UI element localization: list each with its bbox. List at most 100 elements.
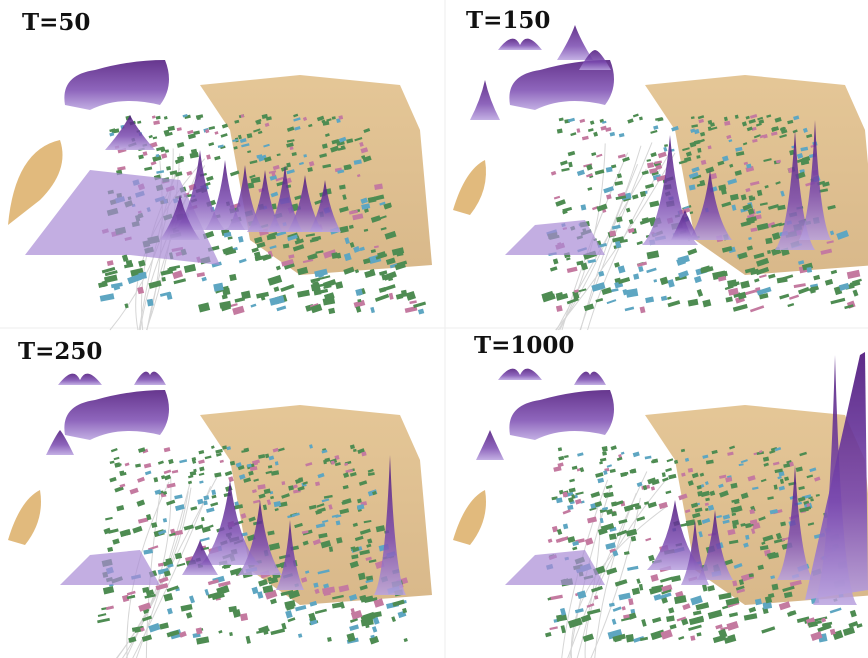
building bbox=[624, 505, 634, 512]
building bbox=[168, 126, 175, 131]
building bbox=[613, 606, 622, 611]
building bbox=[682, 603, 690, 610]
building bbox=[624, 551, 630, 555]
building bbox=[128, 636, 136, 643]
building bbox=[595, 298, 603, 303]
building bbox=[593, 132, 598, 137]
building bbox=[225, 471, 233, 477]
building bbox=[633, 273, 639, 279]
building bbox=[163, 518, 167, 523]
building bbox=[603, 186, 614, 193]
building bbox=[660, 277, 669, 286]
building bbox=[830, 298, 845, 305]
surface-purple bbox=[505, 550, 605, 585]
building bbox=[364, 270, 375, 278]
building bbox=[136, 500, 145, 507]
building bbox=[370, 307, 375, 313]
building bbox=[708, 610, 723, 620]
building bbox=[105, 517, 113, 521]
building bbox=[652, 617, 661, 623]
building bbox=[186, 171, 192, 176]
building bbox=[688, 299, 699, 307]
building bbox=[577, 170, 585, 176]
building bbox=[611, 445, 617, 450]
building bbox=[596, 154, 602, 158]
building bbox=[258, 579, 268, 587]
building bbox=[580, 467, 585, 472]
building bbox=[570, 132, 576, 136]
building bbox=[667, 300, 680, 307]
building bbox=[125, 462, 130, 466]
building bbox=[577, 452, 584, 456]
building bbox=[662, 472, 666, 477]
building bbox=[274, 286, 280, 292]
building bbox=[667, 279, 674, 288]
building bbox=[200, 537, 210, 542]
building bbox=[564, 455, 569, 458]
building bbox=[671, 575, 681, 582]
surface-peak bbox=[557, 25, 593, 60]
building bbox=[180, 604, 192, 612]
building bbox=[660, 577, 672, 583]
building bbox=[562, 492, 568, 498]
building bbox=[581, 614, 592, 622]
building bbox=[248, 182, 255, 188]
building bbox=[391, 616, 396, 622]
panel bbox=[8, 372, 432, 658]
building bbox=[661, 296, 667, 301]
building bbox=[627, 566, 638, 571]
surface-purple bbox=[509, 390, 614, 440]
building bbox=[575, 499, 582, 505]
building bbox=[659, 502, 668, 509]
building bbox=[220, 460, 224, 463]
building bbox=[298, 633, 302, 638]
building bbox=[668, 474, 676, 479]
building bbox=[162, 277, 166, 282]
building bbox=[606, 167, 613, 173]
building bbox=[563, 509, 571, 514]
building bbox=[639, 116, 643, 120]
building bbox=[584, 303, 595, 311]
building bbox=[228, 476, 234, 482]
building bbox=[626, 634, 634, 642]
building bbox=[740, 280, 750, 288]
building bbox=[550, 266, 558, 271]
building bbox=[199, 473, 205, 476]
building bbox=[658, 152, 667, 159]
building bbox=[702, 584, 708, 591]
building bbox=[211, 495, 216, 499]
building bbox=[132, 526, 142, 534]
building bbox=[193, 130, 200, 135]
building bbox=[847, 270, 861, 279]
building bbox=[211, 489, 216, 495]
building bbox=[568, 162, 573, 168]
building bbox=[587, 187, 592, 191]
building bbox=[107, 547, 113, 552]
building bbox=[230, 170, 239, 176]
building bbox=[144, 463, 152, 468]
building bbox=[214, 131, 218, 135]
building bbox=[204, 589, 209, 596]
building bbox=[114, 457, 120, 460]
panel bbox=[453, 352, 868, 658]
building bbox=[120, 529, 131, 537]
building bbox=[602, 451, 607, 455]
building bbox=[138, 517, 148, 523]
building bbox=[591, 152, 596, 156]
building bbox=[161, 269, 174, 276]
building bbox=[295, 605, 306, 611]
building bbox=[551, 171, 557, 176]
building bbox=[648, 555, 655, 562]
building bbox=[557, 128, 563, 133]
building bbox=[558, 456, 564, 461]
building bbox=[702, 299, 711, 307]
building bbox=[335, 281, 343, 289]
building bbox=[281, 481, 285, 485]
building bbox=[569, 479, 575, 483]
building bbox=[372, 626, 377, 633]
building bbox=[166, 292, 172, 300]
building bbox=[98, 613, 107, 617]
building bbox=[556, 305, 563, 312]
building bbox=[839, 283, 850, 291]
building bbox=[558, 447, 562, 451]
